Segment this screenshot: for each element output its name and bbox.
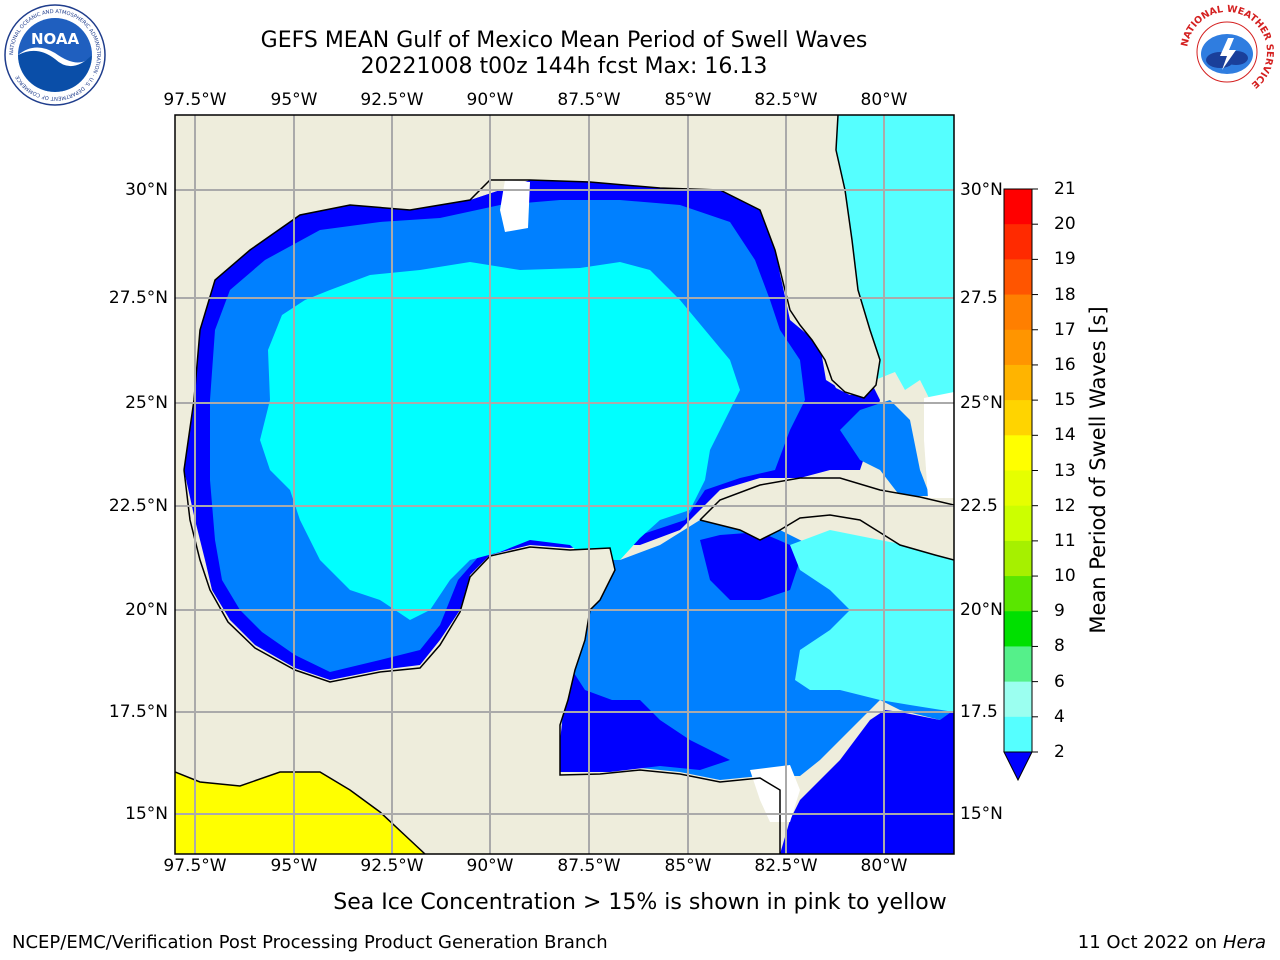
lon-tick-label: 87.5°W — [557, 90, 621, 110]
colorbar-segment — [1004, 400, 1032, 436]
caribbean-swell-band-lt2-south — [780, 710, 954, 854]
colorbar-tick-label: 17 — [1054, 319, 1076, 340]
lon-tick-label: 82.5°W — [754, 856, 818, 876]
colorbar-extend-arrow — [1003, 751, 1033, 782]
gulf-swell-core-4-6 — [260, 262, 740, 620]
lon-tick-label: 97.5°W — [163, 90, 227, 110]
colorbar-tick-label: 16 — [1054, 354, 1076, 375]
sea-ice-caption: Sea Ice Concentration > 15% is shown in … — [0, 890, 1280, 915]
colorbar-segment — [1004, 294, 1032, 331]
footer-date: 11 Oct 2022 on Hera — [1078, 932, 1266, 953]
colorbar-tick-label: 12 — [1054, 495, 1076, 516]
map-gridlines — [175, 115, 954, 854]
coastline-central-america — [175, 771, 426, 854]
mexico-east-coast-land — [175, 470, 780, 854]
lat-tick-label: 30°N — [960, 180, 1003, 200]
map-frame — [174, 114, 955, 855]
lon-tick-label: 90°W — [466, 90, 514, 110]
colorbar — [1003, 188, 1038, 782]
lat-tick-label: 27.5°N — [108, 288, 168, 308]
cuba-land — [700, 478, 954, 560]
colorbar-tick-label: 14 — [1054, 425, 1076, 446]
colorbar-segment — [1004, 224, 1032, 260]
lon-tick-label: 92.5°W — [360, 856, 424, 876]
colorbar-segment — [1004, 611, 1032, 647]
lon-tick-label: 90°W — [466, 856, 514, 876]
colorbar-segment — [1004, 189, 1032, 225]
lon-tick-label: 85°W — [664, 90, 712, 110]
noaa-logo-text: NOAA — [31, 30, 80, 48]
colorbar-segment — [1004, 681, 1032, 718]
colorbar-segment — [1004, 470, 1032, 507]
lon-tick-label: 95°W — [270, 90, 318, 110]
lon-tick-label: 82.5°W — [754, 90, 818, 110]
map-title: GEFS MEAN Gulf of Mexico Mean Period of … — [260, 28, 868, 53]
caption-text: Sea Ice Concentration > 15% is shown in … — [333, 890, 947, 915]
lat-tick-label: 15°N — [125, 804, 168, 824]
colorbar-tick-label: 19 — [1054, 249, 1076, 270]
nws-logo: NATIONAL WEATHER SERVICE — [1179, 4, 1275, 98]
lat-tick-label: 25°N — [960, 393, 1003, 413]
colorbar-tick-label: 9 — [1054, 601, 1065, 622]
colorbar-tick-label: 8 — [1054, 636, 1065, 657]
caribbean-swell-band-lt2-central — [700, 532, 800, 600]
map-subtitle: 20221008 t00z 144h fcst Max: 16.13 — [360, 54, 768, 79]
colorbar-segment — [1004, 435, 1032, 471]
colorbar-segment — [1004, 364, 1032, 401]
lon-tick-label: 97.5°W — [163, 856, 227, 876]
coastline-cuba — [699, 477, 954, 561]
florida-land — [770, 150, 880, 398]
lat-tick-label: 17.5°N — [108, 702, 168, 722]
footer-credit: NCEP/EMC/Verification Post Processing Pr… — [12, 932, 608, 953]
no-data-gap-bahamas — [924, 392, 954, 498]
lat-tick-label: 22.5°N — [108, 496, 168, 516]
colorbar-tick-label: 15 — [1054, 390, 1076, 411]
footer-date-text: 11 Oct 2022 on — [1077, 932, 1218, 953]
colorbar-segment — [1004, 259, 1032, 296]
colorbar-segment — [1004, 646, 1032, 683]
colorbar-tick-label: 11 — [1054, 530, 1076, 551]
colorbar-tick-label: 10 — [1054, 566, 1076, 587]
footer-host: Hera — [1222, 932, 1266, 953]
lon-tick-label: 95°W — [270, 856, 318, 876]
lat-tick-label: 15°N — [960, 804, 1003, 824]
colorbar-segment — [1004, 505, 1032, 542]
colorbar-tick-label: 13 — [1054, 460, 1076, 481]
colorbar-label: Mean Period of Swell Waves [s] — [1086, 306, 1110, 634]
lon-tick-label: 80°W — [860, 856, 908, 876]
lat-tick-label: 25°N — [125, 393, 168, 413]
colorbar-tick-label: 4 — [1054, 706, 1065, 727]
lon-tick-label: 87.5°W — [557, 856, 621, 876]
colorbar-segment — [1004, 716, 1032, 753]
lon-tick-label: 80°W — [860, 90, 908, 110]
colorbar-tick-label: 6 — [1054, 671, 1065, 692]
colorbar-tick-label: 20 — [1054, 214, 1076, 235]
lon-tick-label: 92.5°W — [360, 90, 424, 110]
lat-tick-label: 20°N — [125, 600, 168, 620]
caribbean-swell-core-4-6 — [790, 530, 954, 712]
colorbar-tick-label: 2 — [1054, 742, 1065, 762]
colorbar-segment — [1004, 540, 1032, 577]
lon-tick-label: 85°W — [664, 856, 712, 876]
us-gulf-coast-land — [175, 115, 875, 520]
lat-tick-label: 27.5 — [960, 288, 998, 308]
colorbar-segment — [1004, 576, 1032, 612]
lat-tick-label: 17.5 — [960, 702, 998, 722]
colorbar-tick-label: 21 — [1054, 179, 1076, 199]
coastline-north — [183, 115, 881, 471]
colorbar-tick-label: 18 — [1054, 284, 1076, 305]
colorbar-segment — [1004, 329, 1032, 366]
map-area — [175, 115, 954, 854]
lat-tick-label: 30°N — [125, 180, 168, 200]
lat-tick-label: 22.5 — [960, 496, 998, 516]
no-data-gap-north — [500, 180, 530, 232]
noaa-logo: NOAA NATIONAL OCEANIC AND ATMOSPHERIC AD… — [4, 4, 106, 106]
lat-tick-label: 20°N — [960, 600, 1003, 620]
